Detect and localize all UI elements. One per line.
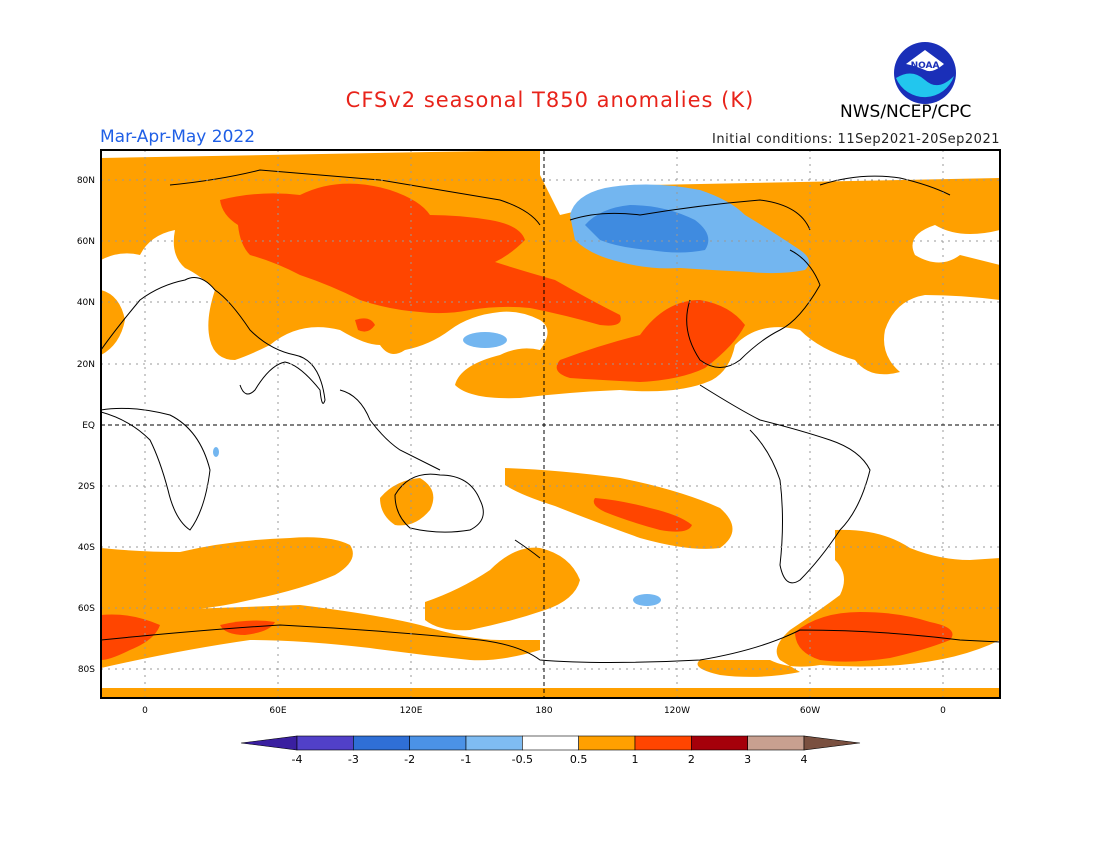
map-frame [100, 149, 1001, 699]
lat-label-eq: EQ [82, 421, 95, 431]
colorbar-box [578, 735, 636, 751]
colorbar-arrow-min [240, 735, 298, 751]
colorbar-box [465, 735, 523, 751]
lat-label-80s: 80S [78, 665, 95, 675]
colorbar-label: 0.5 [570, 753, 588, 766]
lat-label-40s: 40S [78, 543, 95, 553]
grid-lines [101, 150, 1000, 698]
cold-anomaly-regions [213, 184, 809, 606]
colorbar-label: 1 [632, 753, 639, 766]
noaa-logo: NOAA [894, 42, 956, 104]
colorbar-boxes [240, 735, 861, 751]
chart-title: CFSv2 seasonal T850 anomalies (K) [345, 88, 755, 112]
agency-label: NWS/NCEP/CPC [840, 102, 972, 122]
lon-label-180: 180 [535, 706, 552, 716]
lon-label-0: 0 [142, 706, 148, 716]
lon-label-60w: 60W [800, 706, 820, 716]
colorbar-label: -3 [348, 753, 359, 766]
colorbar-box [409, 735, 467, 751]
season-label: Mar-Apr-May 2022 [100, 127, 256, 147]
colorbar-box [522, 735, 579, 751]
latitude-labels: 80N 60N 40N 20N EQ 20S 40S 60S 80S [77, 176, 95, 675]
colorbar-labels: -4 -3 -2 -1 -0.5 0.5 1 2 3 4 [292, 753, 808, 766]
colorbar-box [691, 735, 748, 751]
colorbar-box [353, 735, 410, 751]
lon-label-120e: 120E [400, 706, 423, 716]
colorbar-box [296, 735, 354, 751]
colorbar-label: -1 [461, 753, 472, 766]
colorbar-label: -4 [292, 753, 303, 766]
lon-label-0-east: 0 [940, 706, 946, 716]
colorbar-label: 2 [688, 753, 695, 766]
colorbar-arrow-max [803, 735, 861, 751]
longitude-labels: 0 60E 120E 180 120W 60W 0 [142, 706, 946, 716]
colorbar-box [747, 735, 805, 751]
noaa-logo-text: NOAA [911, 61, 940, 71]
colorbar-label: -0.5 [512, 753, 533, 766]
lon-label-120w: 120W [664, 706, 690, 716]
lat-label-20s: 20S [78, 482, 95, 492]
colorbar-label: 3 [744, 753, 751, 766]
colorbar-label: -2 [404, 753, 415, 766]
lat-label-60n: 60N [77, 237, 95, 247]
lat-label-80n: 80N [77, 176, 95, 186]
coastlines [101, 169, 1000, 663]
lat-label-40n: 40N [77, 298, 95, 308]
colorbar-box [634, 735, 692, 751]
lat-label-60s: 60S [78, 604, 95, 614]
initial-conditions-label: Initial conditions: 11Sep2021-20Sep2021 [712, 132, 1000, 147]
colorbar-label: 4 [801, 753, 808, 766]
lat-label-20n: 20N [77, 360, 95, 370]
lon-label-60e: 60E [269, 706, 286, 716]
